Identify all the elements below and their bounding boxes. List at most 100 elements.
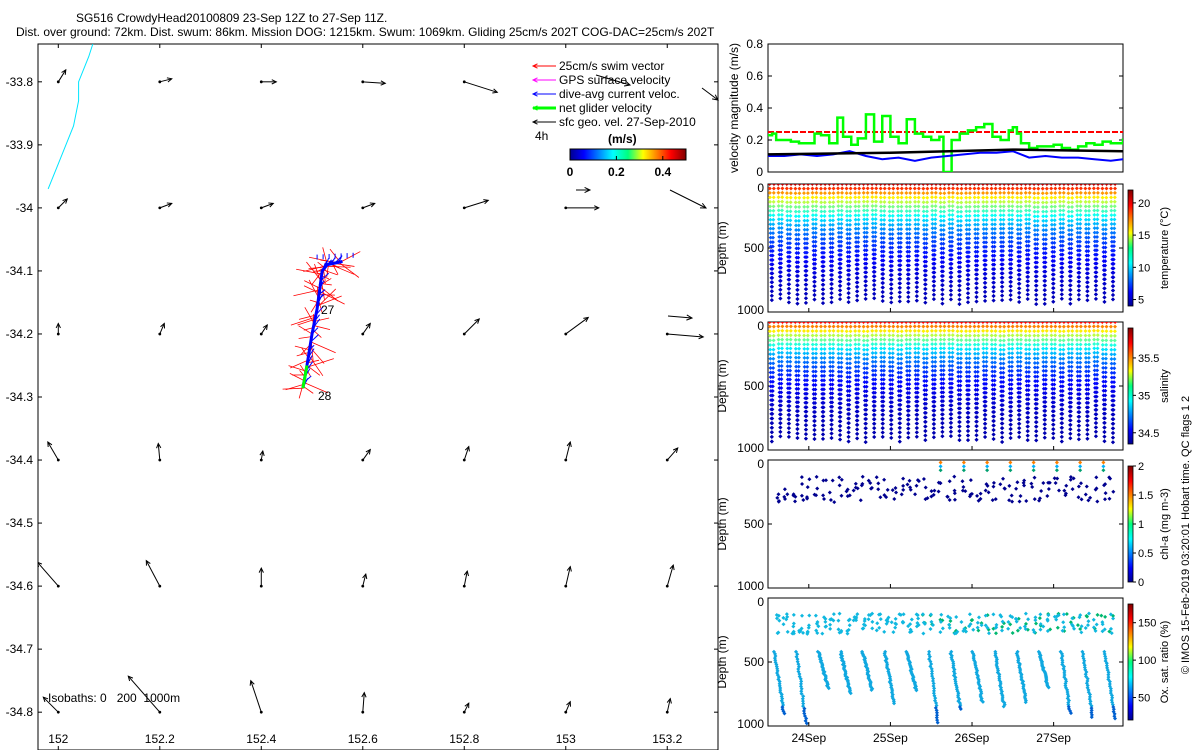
sample-point xyxy=(811,230,816,235)
sample-point xyxy=(1053,191,1058,196)
sample-point xyxy=(1086,249,1091,254)
sample-point xyxy=(1001,199,1006,204)
surface-vector-head xyxy=(698,333,705,340)
sample-point xyxy=(924,351,929,356)
sample-point xyxy=(1094,429,1099,434)
sample-point xyxy=(942,328,947,333)
sample-point xyxy=(872,404,877,409)
sample-point xyxy=(1077,396,1082,401)
sample-point xyxy=(1000,421,1005,426)
sample-point xyxy=(793,191,798,196)
sample-point xyxy=(898,407,903,412)
sample-point xyxy=(898,258,903,263)
sample-point xyxy=(1083,208,1088,213)
sample-point xyxy=(1092,226,1097,231)
sample-point xyxy=(1068,269,1073,274)
sample-point xyxy=(984,226,989,231)
sample-point xyxy=(1043,265,1048,270)
sample-point xyxy=(802,204,807,209)
sample-point xyxy=(899,492,904,497)
sample-point xyxy=(780,346,785,351)
sample-point xyxy=(1074,333,1079,338)
sample-point xyxy=(1092,377,1097,382)
sample-point xyxy=(830,386,835,391)
sample-point xyxy=(1050,240,1055,245)
sample-point xyxy=(916,359,921,364)
sample-point xyxy=(1109,366,1114,371)
sample-point xyxy=(1078,374,1083,379)
sample-point xyxy=(950,195,955,200)
sample-point xyxy=(822,209,827,214)
sample-point xyxy=(1035,347,1040,352)
sample-point xyxy=(785,373,790,378)
sample-point xyxy=(923,438,928,443)
sample-point xyxy=(1076,437,1081,442)
sample-point xyxy=(1032,184,1037,186)
sample-point xyxy=(964,379,969,384)
sample-point xyxy=(888,369,893,374)
sample-point xyxy=(845,375,850,380)
sample-point xyxy=(950,239,955,244)
sample-point xyxy=(991,428,996,433)
sample-point xyxy=(1043,382,1048,387)
sample-point xyxy=(879,217,884,222)
surface-vector xyxy=(666,447,679,461)
sample-point xyxy=(889,295,894,300)
sample-point xyxy=(907,395,912,400)
sample-point xyxy=(881,267,886,272)
sample-point xyxy=(1058,375,1063,380)
depth-tick-label: 1000 xyxy=(737,579,764,593)
sample-point xyxy=(974,285,979,290)
sample-point xyxy=(985,324,990,329)
sample-point xyxy=(804,423,809,428)
sample-point xyxy=(1060,375,1065,380)
sample-point xyxy=(822,333,827,338)
sample-point xyxy=(779,221,784,226)
sample-point xyxy=(836,369,841,374)
velocity-tick-label: 0.4 xyxy=(746,101,763,115)
sample-point xyxy=(964,204,969,209)
velocity-ylabel: velocity magnitude (m/s) xyxy=(727,43,741,173)
sample-point xyxy=(776,333,781,338)
sample-point xyxy=(1101,379,1106,384)
sample-point xyxy=(983,271,988,276)
sample-point xyxy=(929,186,934,191)
legend-net-label: net glider velocity xyxy=(559,101,652,115)
sample-point xyxy=(1091,190,1096,195)
sample-point xyxy=(963,184,968,186)
sample-point xyxy=(1017,430,1022,435)
sample-point xyxy=(1070,342,1075,347)
sample-point xyxy=(949,425,954,430)
sample-point xyxy=(891,195,896,200)
sample-point xyxy=(831,355,836,360)
sample-point xyxy=(1058,217,1063,222)
surface-vector xyxy=(57,198,68,209)
sample-point xyxy=(830,391,835,396)
sample-point xyxy=(770,271,775,276)
sample-point xyxy=(1018,204,1023,209)
sample-point xyxy=(864,265,869,270)
sample-point xyxy=(1058,379,1063,384)
sample-point xyxy=(804,291,809,296)
sample-point xyxy=(1034,278,1039,283)
sample-point xyxy=(1034,438,1039,443)
sample-point xyxy=(1086,364,1091,369)
sample-point xyxy=(768,199,773,204)
sample-point xyxy=(839,333,844,338)
sample-point xyxy=(1036,186,1041,191)
sample-point xyxy=(940,429,945,434)
sample-point xyxy=(967,241,972,246)
sample-point xyxy=(786,434,791,439)
sample-point xyxy=(936,489,941,494)
sample-point xyxy=(818,322,823,324)
depth-tick-label: 0 xyxy=(757,319,764,333)
sample-point xyxy=(901,483,906,488)
sample-point xyxy=(1084,222,1089,227)
sample-point xyxy=(949,279,954,284)
surface-vector-head xyxy=(166,77,173,83)
sample-point xyxy=(966,383,971,388)
sample-point xyxy=(1010,213,1015,218)
sample-point xyxy=(779,399,784,404)
sample-point xyxy=(908,322,913,324)
sample-point xyxy=(862,212,867,217)
